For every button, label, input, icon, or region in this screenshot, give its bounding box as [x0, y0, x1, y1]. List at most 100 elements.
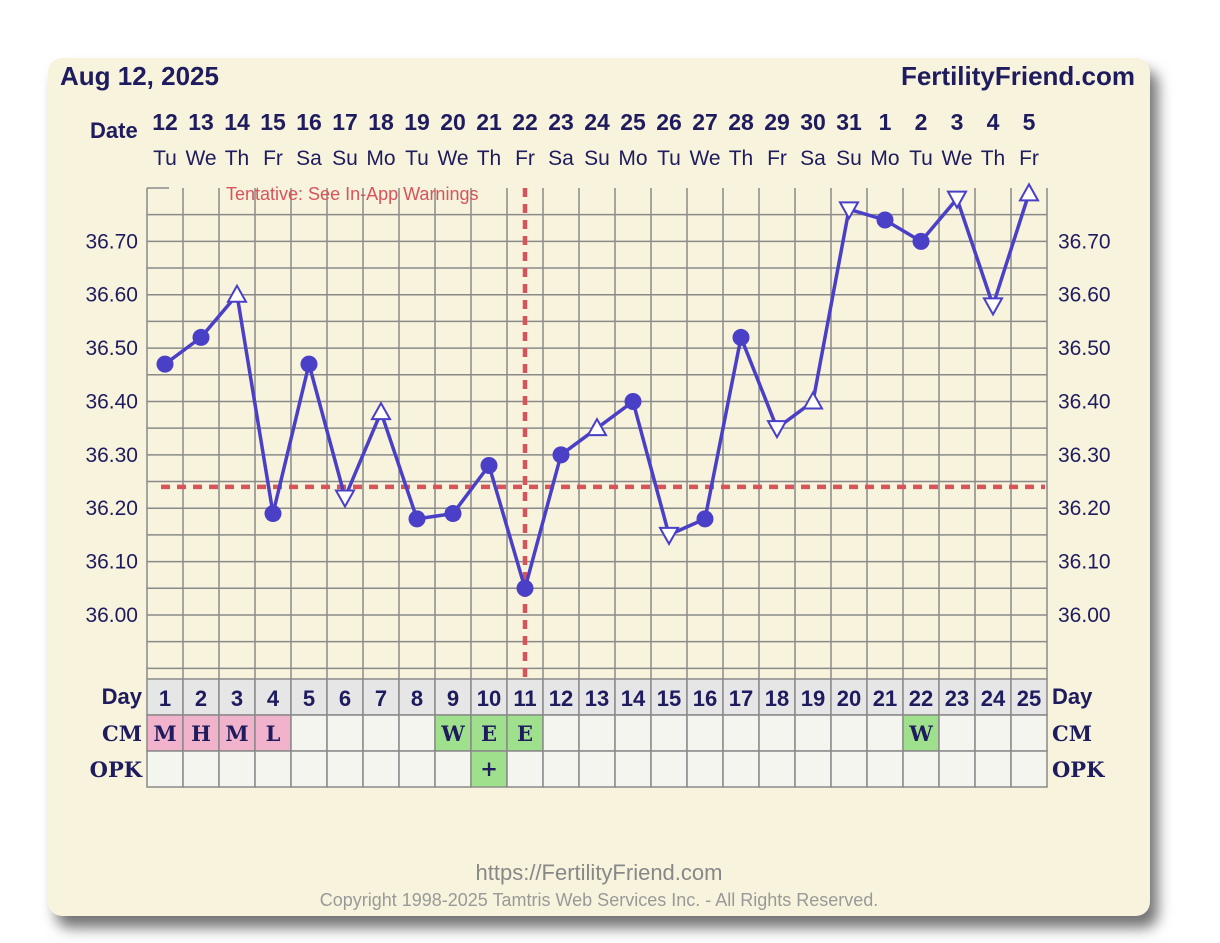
weekday-label: Mo	[870, 147, 899, 170]
opk-cell	[182, 750, 220, 788]
weekday-label: Tu	[405, 147, 429, 170]
cm-cell	[290, 714, 328, 752]
opk-cell	[902, 750, 940, 788]
weekday-label: Mo	[366, 147, 395, 170]
date-label: 5	[1023, 109, 1036, 135]
day-cell	[398, 678, 436, 716]
tentative-warning: Tentative: See In-App Warnings	[226, 184, 478, 204]
cm-cell	[578, 714, 616, 752]
date-label: 13	[188, 109, 214, 135]
temp-point	[912, 232, 930, 250]
day-cell	[254, 678, 292, 716]
date-label: 27	[692, 109, 718, 135]
date-label: 31	[836, 109, 862, 135]
cm-cell	[830, 714, 868, 752]
brand-name: FertilityFriend.com	[901, 61, 1135, 91]
temp-point	[624, 392, 642, 410]
temp-point-triangle-up	[370, 401, 392, 421]
cm-cell	[146, 714, 184, 752]
opk-cell	[254, 750, 292, 788]
day-number: 9	[447, 686, 459, 711]
day-cell	[146, 678, 184, 716]
date-label: 20	[440, 109, 466, 135]
day-number: 5	[303, 686, 315, 711]
cm-cell	[362, 714, 400, 752]
cm-value: M	[153, 721, 176, 746]
weekday-label: Th	[225, 147, 250, 170]
weekday-label: We	[185, 147, 216, 170]
date-header: 12Tu13We14Th15Fr16Sa17Su18Mo19Tu20We21Th…	[152, 109, 1039, 170]
cm-cell	[794, 714, 832, 752]
cm-value: H	[191, 721, 211, 746]
date-label: 15	[260, 109, 286, 135]
day-number: 13	[585, 686, 609, 711]
temp-point	[408, 510, 426, 528]
date-label: 25	[620, 109, 646, 135]
cm-value: E	[517, 721, 533, 746]
date-label: 19	[404, 109, 430, 135]
day-cell	[578, 678, 616, 716]
temp-point	[444, 505, 462, 523]
cm-cell	[470, 714, 508, 752]
weekday-label: Su	[584, 147, 610, 170]
cm-value: M	[225, 721, 248, 746]
cm-cell	[974, 714, 1012, 752]
opk-cell	[326, 750, 364, 788]
date-label: 22	[512, 109, 538, 135]
day-number: 18	[765, 686, 789, 711]
weekday-label: Th	[729, 147, 754, 170]
y-tick-label: 36.30	[1058, 444, 1111, 467]
opk-cell	[218, 750, 256, 788]
cm-cell	[938, 714, 976, 752]
temp-point-triangle-down	[658, 526, 680, 546]
temp-point-triangle-down	[766, 420, 788, 440]
y-tick-label: 36.50	[1058, 337, 1111, 360]
temp-point-triangle-down	[982, 297, 1004, 317]
day-number: 7	[375, 686, 387, 711]
date-label: 17	[332, 109, 358, 135]
day-number: 11	[513, 686, 536, 711]
cm-cell	[506, 714, 544, 752]
opk-cell	[398, 750, 436, 788]
cm-cell	[182, 714, 220, 752]
y-tick-label: 36.10	[1058, 551, 1111, 574]
weekday-label: Th	[477, 147, 502, 170]
day-cell	[326, 678, 364, 716]
date-label: 24	[584, 109, 610, 135]
temp-point	[300, 355, 318, 373]
day-number: 20	[837, 686, 861, 711]
temp-point-triangle-down	[946, 190, 968, 210]
opk-cell	[722, 750, 760, 788]
weekday-label: Fr	[767, 147, 787, 170]
y-tick-label: 36.60	[1058, 284, 1111, 307]
y-tick-label: 36.70	[1058, 230, 1111, 253]
opk-row-label: OPK	[90, 757, 143, 782]
weekday-label: Fr	[515, 147, 535, 170]
weekday-label: We	[941, 147, 972, 170]
opk-cell	[290, 750, 328, 788]
cm-value: L	[266, 721, 281, 746]
weekday-label: Su	[836, 147, 862, 170]
temp-point-triangle-up	[802, 390, 824, 410]
y-tick-label: 36.10	[85, 551, 138, 574]
fertility-chart: Aug 12, 2025 FertilityFriend.com Date 12…	[60, 61, 1135, 910]
cm-cell	[434, 714, 472, 752]
date-label: 28	[728, 109, 754, 135]
temp-point-triangle-down	[838, 201, 860, 221]
temperature-markers	[156, 182, 1040, 597]
cm-cell	[614, 714, 652, 752]
opk-cell	[974, 750, 1012, 788]
day-number: 19	[801, 686, 825, 711]
day-cell	[686, 678, 724, 716]
temp-point	[696, 510, 714, 528]
day-number: 22	[909, 686, 933, 711]
temp-point	[516, 579, 534, 597]
weekday-label: Su	[332, 147, 358, 170]
cm-cell	[326, 714, 364, 752]
weekday-label: Sa	[548, 147, 574, 170]
cm-cell	[1010, 714, 1048, 752]
chart-date: Aug 12, 2025	[60, 61, 219, 91]
day-number: 24	[981, 686, 1006, 711]
temperature-line	[163, 192, 1031, 591]
day-cell	[794, 678, 832, 716]
